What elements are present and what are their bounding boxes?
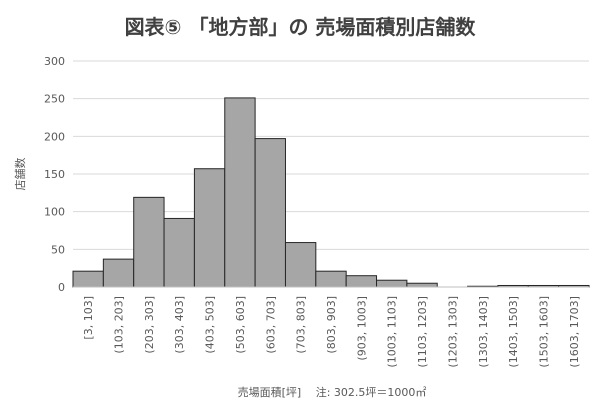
x-tick-label: (403, 503] — [204, 296, 217, 354]
x-tick-label: (303, 403] — [173, 296, 186, 354]
histogram-bar — [254, 138, 286, 288]
histogram-bar — [376, 279, 408, 288]
y-tick-label: 200 — [44, 130, 65, 143]
histogram-bar — [102, 258, 135, 288]
x-axis-ticks: [3, 103] (103, 203] (203, 303] (303, 403] (4… — [82, 296, 581, 368]
x-tick-label: (1103, 1203] — [416, 296, 429, 368]
x-tick-label: (203, 303] — [143, 296, 156, 354]
x-tick-label: [3, 103] — [82, 296, 95, 340]
y-axis-label: 店舗数 — [13, 158, 27, 191]
x-tick-label: (103, 203] — [113, 296, 126, 354]
x-tick-label: (1303, 1403] — [477, 296, 490, 368]
chart-title: 図表⑤ 「地方部」の 売場面積別店舗数 — [125, 15, 477, 39]
histogram-bar — [315, 270, 347, 288]
x-tick-label: (703, 803] — [295, 296, 308, 354]
histogram-bar — [133, 196, 165, 288]
histogram-bar — [284, 242, 317, 288]
x-tick-label: (1403, 1503] — [507, 296, 520, 368]
x-tick-label: (1503, 1603] — [537, 296, 550, 368]
y-tick-label: 300 — [44, 55, 65, 68]
x-tick-label: (803, 903] — [325, 296, 338, 354]
histogram-bar — [345, 275, 378, 288]
histogram-bar — [72, 270, 104, 288]
y-axis-ticks: 0 50 100 150 200 250 300 — [44, 55, 65, 294]
bars — [72, 97, 590, 288]
y-tick-label: 50 — [51, 243, 65, 256]
y-tick-label: 150 — [44, 168, 65, 181]
histogram-bar — [224, 97, 256, 288]
histogram-bar — [193, 168, 226, 288]
x-tick-label: (1003, 1103] — [386, 296, 399, 368]
histogram-bar — [406, 282, 438, 288]
x-tick-label: (603, 703] — [264, 296, 277, 354]
x-tick-label: (503, 603] — [234, 296, 247, 354]
x-axis-label: 売場面積[坪] 注: 302.5坪＝1000㎡ — [238, 385, 427, 399]
y-tick-label: 100 — [44, 206, 65, 219]
x-tick-label: (1603, 1703] — [568, 296, 581, 368]
x-tick-label: (903, 1003] — [355, 296, 368, 361]
x-tick-label: (1203, 1303] — [446, 296, 459, 368]
y-tick-label: 0 — [58, 281, 65, 294]
histogram-bar — [163, 217, 195, 288]
y-tick-label: 250 — [44, 93, 65, 106]
